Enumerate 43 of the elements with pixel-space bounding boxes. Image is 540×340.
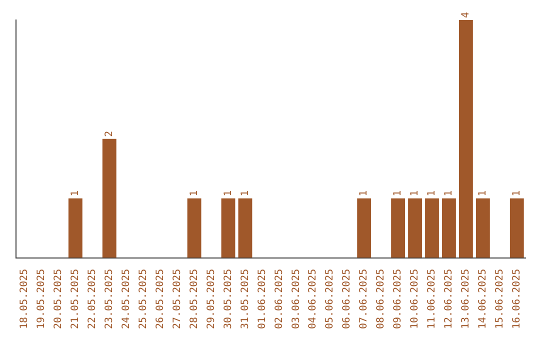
data-label: 1 bbox=[392, 190, 404, 196]
x-tick-label: 30.05.2025 bbox=[222, 268, 234, 330]
x-tick-label: 01.06.2025 bbox=[256, 268, 268, 330]
x-tick-label: 29.05.2025 bbox=[206, 268, 217, 330]
data-label: 1 bbox=[478, 190, 489, 196]
data-label: 1 bbox=[222, 190, 234, 196]
data-label: 2 bbox=[104, 130, 115, 137]
data-label: 1 bbox=[410, 190, 421, 196]
x-tick-label: 21.05.2025 bbox=[70, 268, 82, 330]
x-tick-label: 06.06.2025 bbox=[342, 268, 353, 330]
x-tick-label: 03.06.2025 bbox=[290, 268, 302, 330]
x-tick-label: 07.06.2025 bbox=[358, 268, 370, 330]
data-label: 1 bbox=[444, 190, 455, 196]
x-tick-label: 13.06.2025 bbox=[460, 268, 472, 330]
x-tick-label: 23.05.2025 bbox=[104, 268, 115, 330]
x-tick-label: 10.06.2025 bbox=[410, 268, 421, 330]
x-tick-label: 12.06.2025 bbox=[444, 268, 455, 330]
x-tick-label: 31.05.2025 bbox=[240, 268, 251, 330]
x-tick-label: 02.06.2025 bbox=[274, 268, 285, 330]
x-tick-label: 26.05.2025 bbox=[154, 268, 166, 330]
x-tick-label: 20.05.2025 bbox=[53, 268, 64, 330]
data-label: 1 bbox=[240, 190, 251, 196]
data-label: 1 bbox=[358, 190, 370, 196]
x-tick-label: 04.06.2025 bbox=[308, 268, 319, 330]
x-tick-label: 05.06.2025 bbox=[324, 268, 336, 330]
x-tick-label: 28.05.2025 bbox=[188, 268, 200, 330]
x-tick-label: 11.06.2025 bbox=[426, 268, 438, 330]
x-tick-label: 18.05.2025 bbox=[19, 268, 30, 330]
x-tick-label: 08.06.2025 bbox=[376, 268, 387, 330]
data-label: 1 bbox=[70, 190, 82, 196]
x-tick-label: 15.06.2025 bbox=[494, 268, 506, 330]
data-label: 1 bbox=[511, 190, 522, 196]
data-label: 1 bbox=[426, 190, 438, 196]
x-tick-label: 09.06.2025 bbox=[392, 268, 404, 330]
x-tick-label: 19.05.2025 bbox=[36, 268, 48, 330]
x-tick-label: 27.05.2025 bbox=[172, 268, 183, 330]
data-label: 1 bbox=[188, 190, 200, 196]
x-tick-label: 22.05.2025 bbox=[87, 268, 98, 330]
x-tick-label: 14.06.2025 bbox=[478, 268, 489, 330]
x-tick-label: 24.05.2025 bbox=[120, 268, 132, 330]
data-label: 4 bbox=[460, 12, 472, 18]
x-tick-label: 25.05.2025 bbox=[138, 268, 149, 330]
x-tick-label: 16.06.2025 bbox=[511, 268, 522, 330]
